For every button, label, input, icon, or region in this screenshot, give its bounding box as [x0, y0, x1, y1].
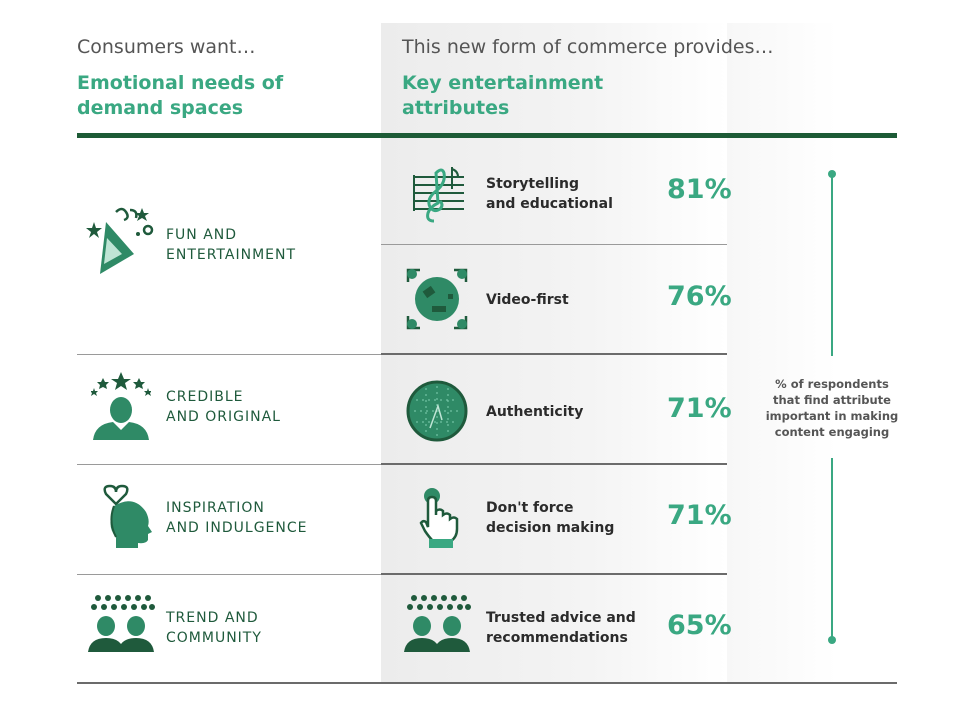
head-heart-icon: [92, 484, 152, 552]
indicator-line-top: [831, 174, 833, 356]
authenticity-seal-icon: [406, 380, 468, 446]
need-label-line: TREND AND: [166, 610, 259, 626]
music-sheet-icon: [412, 165, 466, 227]
attribute-trusted-advice: Trusted advice and recommendations: [486, 608, 636, 648]
row-divider: [381, 573, 727, 575]
need-fun-entertainment: FUN AND ENTERTAINMENT: [166, 225, 296, 265]
attribute-percentage: 65%: [667, 610, 732, 641]
attribute-percentage: 76%: [667, 281, 732, 312]
attribute-label-line: Storytelling: [486, 176, 579, 192]
video-focus-icon: [406, 268, 468, 334]
note-background: [727, 23, 837, 683]
attribute-label-line: Don't force: [486, 500, 574, 516]
need-label-line: ENTERTAINMENT: [166, 247, 297, 263]
row-divider: [77, 464, 381, 465]
attribute-dont-force-decision: Don't force decision making: [486, 498, 614, 538]
attribute-authenticity: Authenticity: [486, 402, 583, 422]
attribute-label-line: recommendations: [486, 630, 628, 646]
note-line: % of respondents: [775, 377, 889, 391]
pointer-hand-icon: [416, 487, 460, 553]
crowd-icon: [404, 594, 472, 656]
note-line: content engaging: [774, 425, 890, 439]
need-credible-original: CREDIBLE AND ORIGINAL: [166, 387, 281, 427]
need-label-line: COMMUNITY: [166, 630, 262, 646]
need-label-line: AND ORIGINAL: [166, 409, 281, 425]
row-divider: [381, 353, 727, 355]
need-label-line: CREDIBLE: [166, 389, 244, 405]
attribute-label-line: Authenticity: [486, 404, 584, 420]
attribute-label-line: and educational: [486, 196, 613, 212]
row-divider: [381, 463, 727, 465]
attribute-percentage: 81%: [667, 174, 732, 205]
attribute-label-line: decision making: [486, 520, 615, 536]
attribute-label-line: Trusted advice and: [486, 610, 636, 626]
row-divider: [77, 574, 381, 575]
bottom-rule: [77, 682, 897, 684]
attribute-video-first: Video-first: [486, 290, 569, 310]
row-divider: [381, 244, 727, 245]
left-subheading: Consumers want…: [77, 36, 256, 58]
crowd-icon: [88, 594, 156, 656]
star-person-icon: [90, 372, 152, 444]
need-label-line: AND INDULGENCE: [166, 520, 308, 536]
left-heading-line-1: Emotional needs of: [77, 72, 284, 94]
left-heading: Emotional needs of demand spaces: [77, 71, 283, 121]
header-rule: [77, 133, 897, 138]
attribute-percentage: 71%: [667, 393, 732, 424]
need-label-line: FUN AND: [166, 227, 238, 243]
left-heading-line-2: demand spaces: [77, 97, 244, 119]
attribute-storytelling: Storytelling and educational: [486, 174, 613, 214]
indicator-dot-bottom: [828, 636, 836, 644]
need-inspiration-indulgence: INSPIRATION AND INDULGENCE: [166, 498, 308, 538]
right-heading-line-2: attributes: [402, 97, 510, 119]
respondents-note: % of respondents that find attribute imp…: [762, 376, 902, 440]
right-heading-line-1: Key entertainment: [402, 72, 604, 94]
note-line: important in making: [765, 409, 899, 423]
attribute-percentage: 71%: [667, 500, 732, 531]
note-line: that find attribute: [773, 393, 891, 407]
party-hat-icon: [86, 204, 156, 280]
right-subheading: This new form of commerce provides…: [402, 36, 774, 58]
indicator-line-bottom: [831, 458, 833, 640]
attribute-label-line: Video-first: [486, 292, 569, 308]
right-heading: Key entertainment attributes: [402, 71, 603, 121]
need-trend-community: TREND AND COMMUNITY: [166, 608, 262, 648]
need-label-line: INSPIRATION: [166, 500, 265, 516]
row-divider: [77, 354, 381, 355]
